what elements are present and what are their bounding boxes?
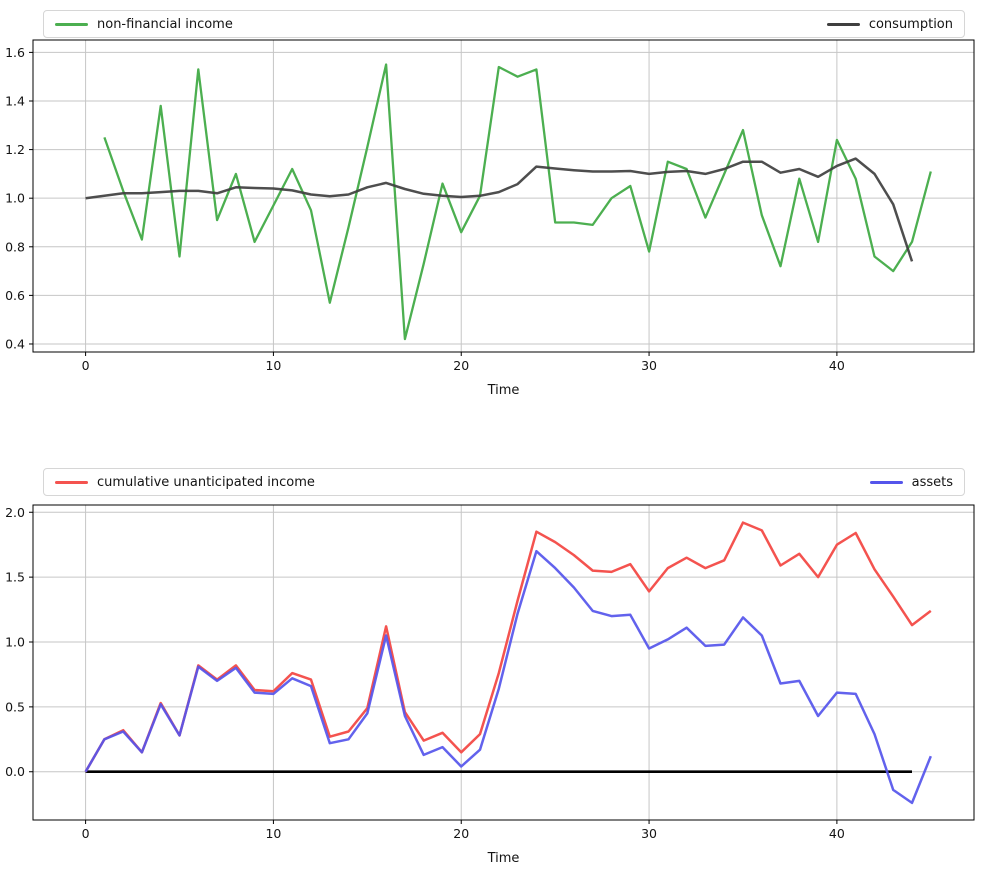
x-tick-label: 0	[82, 358, 90, 373]
y-tick-label: 0.8	[5, 239, 25, 254]
x-tick-label: 30	[641, 826, 657, 841]
x-tick-label: 40	[829, 826, 845, 841]
x-tick-label: 10	[265, 358, 281, 373]
y-tick-label: 1.2	[5, 142, 25, 157]
legend-line-swatch	[826, 22, 860, 26]
legend-item-consumption: consumption	[826, 17, 953, 32]
x-tick-label: 10	[265, 826, 281, 841]
y-tick-label: 1.0	[5, 191, 25, 206]
x-tick-label: 20	[453, 358, 469, 373]
series-line-consumption	[85, 157, 914, 262]
x-axis-label: Time	[487, 851, 520, 866]
legend-item-non-financial-income: non-financial income	[55, 17, 233, 31]
y-tick-label: 1.5	[5, 570, 25, 585]
x-tick-label: 0	[82, 826, 90, 841]
y-tick-label: 0.5	[5, 699, 25, 714]
y-tick-label: 1.6	[5, 45, 25, 60]
axes-frame	[32, 39, 975, 353]
x-axis-label: Time	[487, 383, 520, 398]
legend-item-assets: assets	[869, 475, 953, 490]
legend-label: assets	[911, 475, 953, 490]
x-tick-label: 20	[453, 826, 469, 841]
series-line-assets	[84, 549, 932, 805]
series-line-non-financial-income	[103, 63, 932, 341]
y-tick-label: 2.0	[5, 505, 25, 520]
x-tick-label: 40	[829, 358, 845, 373]
x-tick-label: 30	[641, 358, 657, 373]
legend-line-swatch	[869, 480, 903, 484]
legend-top-chart: non-financial income consumption	[43, 10, 965, 38]
legend-line-swatch	[55, 480, 88, 484]
legend-line-swatch	[55, 22, 88, 26]
legend-bottom-chart: cumulative unanticipated income assets	[43, 468, 965, 496]
legend-label: consumption	[868, 17, 953, 32]
y-tick-label: 1.0	[5, 635, 25, 650]
legend-label: non-financial income	[97, 17, 233, 32]
y-tick-label: 0.4	[5, 336, 25, 351]
axes-frame	[32, 504, 975, 821]
legend-label: cumulative unanticipated income	[97, 475, 315, 490]
series-line-cumulative-unanticipated-income	[84, 521, 932, 773]
y-tick-label: 0.6	[5, 288, 25, 303]
y-tick-label: 0.0	[5, 764, 25, 779]
y-tick-label: 1.4	[5, 93, 25, 108]
legend-item-cumulative-unanticipated-income: cumulative unanticipated income	[55, 475, 315, 489]
